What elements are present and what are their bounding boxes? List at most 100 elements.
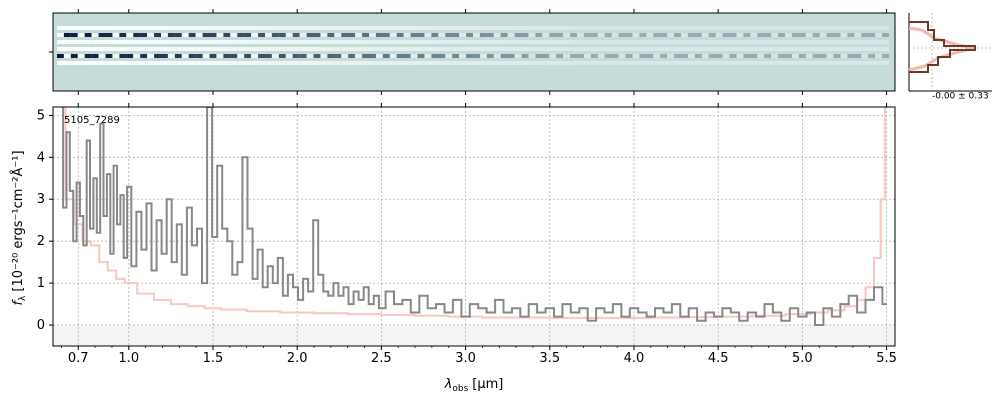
spectrum-2d-pixel (577, 40, 584, 44)
spectrum-2d-pixel (660, 26, 668, 30)
spectrum-2d-pixel (597, 54, 605, 58)
spectrum-2d-pixel (500, 40, 508, 44)
spectrum-2d-pixel (389, 47, 397, 51)
spectrum-2d-pixel (410, 26, 418, 30)
spectrum-2d-pixel (618, 33, 626, 37)
spectrum-2d-pixel (875, 26, 882, 30)
spectrum-2d-pixel (112, 61, 120, 65)
spectrum-2d-pixel (181, 33, 189, 37)
spectrum-2d-pixel (348, 61, 356, 65)
spectrum-2d-pixel (140, 47, 148, 51)
spectrum-2d-pixel (861, 26, 869, 30)
spectrum-2d-pixel (639, 40, 647, 44)
histogram-bars (909, 21, 976, 73)
spectrum-2d-pixel (687, 54, 695, 58)
spectrum-2d-pixel (70, 54, 78, 58)
spectrum-2d-pixel (382, 61, 390, 65)
spectrum-2d-pixel (667, 26, 674, 30)
noise-histogram-panel: -0.00 ± 0.33 (908, 13, 992, 102)
spectrum-2d-pixel (410, 54, 418, 58)
spectrum-2d-pixel (736, 26, 744, 30)
spectrum-2d-pixel (91, 40, 99, 44)
spectrum-2d-pixel (445, 47, 453, 51)
spectrum-2d-pixel (230, 33, 238, 37)
spectrum-2d-pixel (341, 47, 349, 51)
spectrum-2d-pixel (681, 61, 688, 65)
spectrum-2d-pixel (98, 26, 106, 30)
spectrum-2d-pixel (285, 61, 293, 65)
spectrum-2d-pixel (722, 47, 730, 51)
spectrum-2d-pixel (237, 61, 245, 65)
spectrum-2d-pixel (736, 61, 744, 65)
spectrum-2d-pixel (861, 61, 869, 65)
spectrum-2d-pixel (126, 47, 134, 51)
x-tick-label: 5.0 (792, 351, 813, 366)
spectrum-2d-pixel (611, 54, 619, 58)
spectrum-2d-pixel (299, 40, 307, 44)
spectrum-2d-pixel (98, 33, 106, 37)
spectrum-2d-pixel (583, 47, 591, 51)
flux-spectrum-line (61, 107, 887, 326)
spectrum-2d-pixel (327, 26, 335, 30)
spectrum-2d-pixel (632, 26, 640, 30)
spectrum-2d-pixel (604, 47, 612, 51)
spectrum-2d-pixel (563, 47, 570, 51)
spectrum-2d-pixel (70, 40, 78, 44)
spectrum-2d-pixel (549, 47, 557, 51)
spectrum-2d-pixel (528, 26, 536, 30)
y-tick-label: 1 (37, 276, 45, 291)
spectrum-2d-pixel (473, 47, 480, 51)
spectrum-2d-pixel (583, 40, 591, 44)
spectrum-2d-pixel (327, 40, 335, 44)
spectrum-2d-background (52, 12, 896, 92)
spectrum-2d-pixel (549, 26, 557, 30)
spectrum-2d-pixel (819, 40, 827, 44)
spectrum-2d-pixel (639, 26, 647, 30)
spectrum-2d-pixel (667, 40, 674, 44)
spectrum-2d-pixel (660, 47, 668, 51)
spectrum-2d-pixel (604, 54, 612, 58)
spectrum-2d-pixel (216, 33, 224, 37)
spectrum-2d-pixel (285, 40, 293, 44)
spectrum-2d-pixel (299, 61, 307, 65)
spectrum-2d-pixel (341, 33, 349, 37)
spectrum-2d-pixel (154, 26, 161, 30)
spectrum-2d-pixel (285, 47, 293, 51)
spectrum-2d-pixel (77, 26, 85, 30)
spectrum-2d-pixel (805, 40, 813, 44)
spectrum-2d-pixel (140, 26, 148, 30)
spectrum-2d-pixel (299, 26, 307, 30)
spectrum-2d-pixel (736, 40, 744, 44)
spectrum-2d-pixel (577, 33, 584, 37)
spectrum-2d-pixel (791, 47, 799, 51)
spectrum-2d-pixel (258, 26, 265, 30)
spectrum-2d-pixel (223, 40, 231, 44)
spectrum-2d-pixel (535, 26, 543, 30)
spectrum-2d-pixel (167, 26, 175, 30)
spectrum-2d-pixel (161, 26, 168, 30)
spectrum-2d-pixel (438, 54, 446, 58)
spectrum-2d-pixel (209, 40, 217, 44)
spectrum-2d-panel (49, 9, 896, 95)
spectrum-2d-pixel (202, 61, 210, 65)
spectrum-2d-pixel (618, 47, 626, 51)
spectrum-2d-pixel (611, 26, 619, 30)
x-axis-label: λobs [μm] (444, 377, 504, 394)
spectrum-2d-pixel (181, 47, 189, 51)
spectrum-2d-pixel (452, 40, 460, 44)
x-tick-label: 3.5 (539, 351, 560, 366)
spectrum-2d-pixel (195, 61, 203, 65)
spectrum-2d-pixel (313, 54, 321, 58)
spectrum-2d-pixel (486, 33, 494, 37)
spectrum-2d-pixel (362, 61, 369, 65)
spectrum-2d-pixel (133, 26, 141, 30)
spectrum-2d-pixel (147, 40, 154, 44)
y-axis-label: fλ [10⁻²⁰ ergs⁻¹cm⁻²Å⁻¹] (10, 150, 28, 305)
spectrum-2d-pixel (660, 61, 668, 65)
spectrum-2d-pixel (583, 54, 591, 58)
x-tick-label: 1.5 (203, 351, 224, 366)
spectrum-2d-pixel (798, 33, 806, 37)
spectrum-2d-pixel (98, 61, 106, 65)
spectrum-2d-pixel (639, 54, 647, 58)
spectrum-2d-pixel (715, 47, 723, 51)
